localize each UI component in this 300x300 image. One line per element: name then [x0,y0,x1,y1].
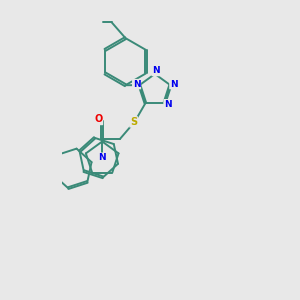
Text: N: N [164,100,172,109]
Text: N: N [170,80,178,88]
Text: S: S [130,117,137,127]
Text: N: N [152,67,160,76]
Text: O: O [94,114,102,124]
Text: N: N [98,153,106,162]
Text: N: N [133,80,140,88]
